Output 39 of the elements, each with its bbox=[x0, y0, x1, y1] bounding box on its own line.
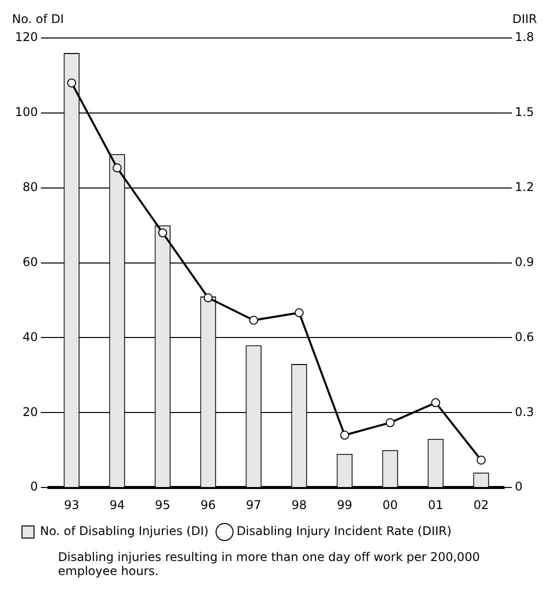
x-tick-label: 96 bbox=[200, 498, 216, 512]
y-tick-label: 0 bbox=[30, 480, 38, 494]
point bbox=[476, 456, 486, 465]
point bbox=[386, 418, 395, 428]
y2-tick-label: 0.3 bbox=[514, 404, 534, 419]
point bbox=[158, 228, 168, 238]
x-tick-label: 94 bbox=[110, 498, 125, 512]
point bbox=[249, 316, 258, 325]
y2-tick-label: 1.2 bbox=[514, 180, 534, 194]
y-tick-label: 60 bbox=[22, 254, 38, 269]
y-tick-label: 20 bbox=[22, 404, 38, 419]
x-tick-label: 00 bbox=[382, 498, 398, 512]
point bbox=[340, 430, 350, 440]
x-tick-label: 99 bbox=[337, 498, 352, 512]
y2-tick-label: 0 bbox=[514, 480, 523, 494]
x-tick-label: 93 bbox=[64, 498, 80, 512]
y-axis-title: No. of DI bbox=[12, 12, 64, 26]
y-tick-label: 100 bbox=[15, 105, 38, 120]
legend-label: No. of Disabling Injuries (DI) bbox=[40, 524, 209, 538]
y2-axis-title: DIIR bbox=[512, 12, 537, 26]
y2-tick-label: 1.5 bbox=[514, 105, 534, 120]
x-tick-label: 95 bbox=[155, 498, 170, 512]
y2-tick-label: 1.8 bbox=[514, 30, 534, 44]
x-tick-label: 98 bbox=[292, 498, 307, 512]
y2-tick-label: 0.6 bbox=[514, 330, 534, 344]
x-tick-label: 97 bbox=[246, 498, 262, 512]
x-tick-label: 02 bbox=[474, 498, 489, 512]
text: Disabling injuries resulting in more than one day off work per 200,000 employee hours. bbox=[57, 550, 481, 578]
y-tick-label: 40 bbox=[22, 330, 38, 344]
y-tick-label: 80 bbox=[22, 180, 38, 194]
point bbox=[431, 398, 440, 408]
y2-tick-label: 0.9 bbox=[514, 254, 534, 269]
legend-label: Disabling Injury Incident Rate (DIIR) bbox=[236, 524, 452, 538]
x-tick-label: 01 bbox=[428, 498, 444, 512]
point bbox=[204, 293, 213, 302]
point bbox=[112, 163, 122, 172]
point bbox=[294, 308, 304, 318]
point bbox=[67, 78, 76, 88]
y-tick-label: 120 bbox=[15, 30, 38, 44]
